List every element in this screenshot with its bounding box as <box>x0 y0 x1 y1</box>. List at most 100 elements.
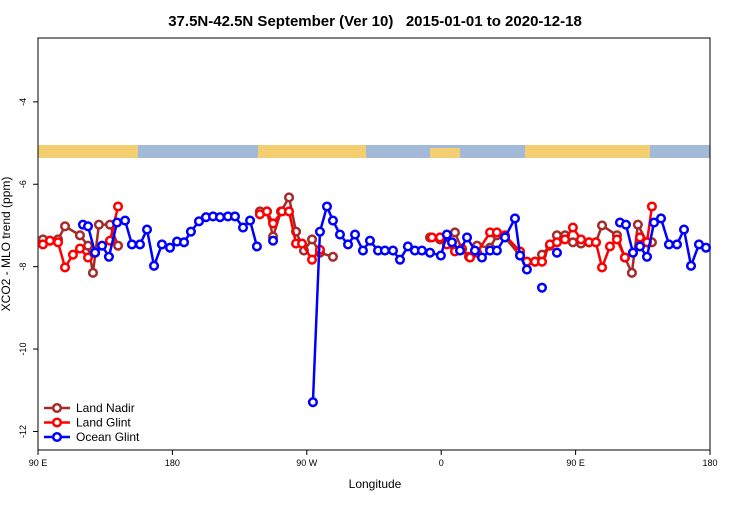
data-point <box>604 241 615 252</box>
data-point <box>559 234 571 245</box>
x-tick-label: 0 <box>439 458 444 468</box>
legend-marker <box>51 402 63 414</box>
data-point <box>237 222 249 233</box>
data-point <box>268 235 279 246</box>
legend-marker <box>51 417 63 428</box>
data-point <box>74 230 86 241</box>
data-point <box>655 213 667 224</box>
data-point <box>148 260 160 271</box>
data-point <box>87 267 99 278</box>
data-point <box>103 251 114 262</box>
data-point <box>261 206 272 217</box>
chart-title: 37.5N-42.5N September (Ver 10) 2015-01-0… <box>168 13 582 30</box>
data-point <box>499 232 511 243</box>
data-point <box>641 251 653 262</box>
data-point <box>536 256 548 267</box>
data-point <box>678 224 690 235</box>
data-point <box>611 234 623 245</box>
data-point <box>327 215 338 226</box>
data-point <box>306 234 318 245</box>
data-point <box>112 240 124 251</box>
data-point <box>111 217 123 228</box>
y-tick-label: -8 <box>18 263 28 271</box>
y-tick-label: -10 <box>18 343 28 356</box>
data-point <box>134 239 146 250</box>
data-point <box>89 247 101 258</box>
x-tick-label: 90 E <box>29 458 48 468</box>
data-point <box>469 245 480 256</box>
data-point <box>307 397 318 408</box>
data-point <box>461 232 473 243</box>
data-point <box>283 192 295 203</box>
data-point <box>441 229 452 240</box>
data-point <box>59 262 71 273</box>
data-point <box>164 242 176 253</box>
legend-label: Land Glint <box>76 416 131 430</box>
x-tick-label: 90 E <box>566 458 585 468</box>
data-point <box>596 262 608 273</box>
data-point <box>646 201 657 212</box>
data-point <box>193 216 205 227</box>
data-point <box>44 235 55 246</box>
data-point <box>536 282 548 293</box>
data-point <box>306 254 318 265</box>
y-tick-label: -6 <box>18 180 28 188</box>
data-point <box>82 221 94 232</box>
data-point <box>596 220 608 231</box>
data-point <box>514 250 526 261</box>
data-point <box>416 245 427 256</box>
map-strip <box>38 145 710 158</box>
data-point <box>626 267 637 278</box>
land <box>525 145 650 158</box>
data-point <box>685 260 697 271</box>
data-point <box>435 250 446 261</box>
data-point <box>357 245 368 256</box>
data-point <box>634 232 646 243</box>
data-point <box>334 229 346 240</box>
data-point <box>314 226 325 237</box>
data-point <box>632 219 643 230</box>
data-point <box>509 213 521 224</box>
data-point <box>342 239 354 250</box>
data-point <box>283 206 295 217</box>
data-point <box>634 241 646 252</box>
data-point <box>156 239 167 250</box>
legend-label: Land Nadir <box>76 401 135 415</box>
data-point <box>590 237 601 248</box>
data-point <box>551 237 562 248</box>
data-point <box>567 237 578 248</box>
data-point <box>82 240 94 251</box>
data-point <box>229 211 241 222</box>
data-point <box>364 235 376 246</box>
data-point <box>245 215 256 226</box>
x-tick-label: 90 W <box>296 458 318 468</box>
data-point <box>52 237 64 248</box>
data-point <box>349 229 361 240</box>
data-point <box>424 247 436 258</box>
data-point <box>321 201 333 212</box>
data-point <box>671 239 683 250</box>
data-point <box>454 245 466 256</box>
data-point <box>449 227 460 238</box>
data-point <box>491 227 502 238</box>
data-point <box>112 201 124 212</box>
data-point <box>67 249 78 260</box>
plot-layer: 90 E 180 90 W 0 90 E 180 -4 -6 -8 -10 -12 Land Nadi… <box>18 98 718 468</box>
data-point <box>268 218 279 229</box>
data-point <box>551 247 562 258</box>
land <box>258 145 366 158</box>
land <box>38 145 138 158</box>
data-point <box>575 234 587 245</box>
data-point <box>251 241 262 252</box>
data-point <box>619 252 630 263</box>
y-tick-label: -12 <box>18 425 28 438</box>
data-point <box>394 254 406 265</box>
legend-label: Ocean Glint <box>76 430 140 444</box>
data-point <box>126 239 137 250</box>
data-point <box>387 245 399 256</box>
data-point <box>379 245 390 256</box>
data-point <box>476 252 488 263</box>
data-point <box>491 245 502 256</box>
data-point <box>648 217 660 228</box>
